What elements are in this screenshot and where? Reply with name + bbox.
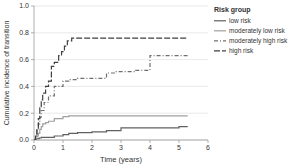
- y-tick-label: 0.8: [19, 29, 29, 36]
- y-tick: [31, 59, 34, 60]
- y-axis: [34, 6, 35, 140]
- y-tick: [31, 113, 34, 114]
- legend-label: low risk: [229, 17, 251, 24]
- legend-swatch: [214, 30, 226, 31]
- x-tick: [63, 140, 64, 143]
- chart: 0.0 0.2 0.4 0.6 0.8 1.0 0 1 2 3 4 5 6 Time (years) Cum…: [0, 0, 300, 168]
- grid-line: [34, 59, 208, 60]
- x-tick: [150, 140, 151, 143]
- y-tick: [31, 32, 34, 33]
- legend: Risk group low risk moderately low risk mod…: [214, 6, 288, 55]
- y-tick: [31, 6, 34, 7]
- legend-label: moderately low risk: [229, 27, 285, 35]
- x-tick: [121, 140, 122, 143]
- legend-title: Risk group: [214, 6, 251, 14]
- x-tick-label: 0: [32, 144, 36, 151]
- legend-label: moderately high risk: [229, 37, 288, 45]
- grid: [34, 6, 208, 140]
- x-axis: [34, 140, 208, 141]
- x-axis-label: Time (years): [100, 155, 142, 164]
- x-tick: [179, 140, 180, 143]
- y-axis-label: Cumulative incidence of transition: [3, 21, 10, 126]
- x-tick: [92, 140, 93, 143]
- x-tick: [34, 140, 35, 143]
- grid-line: [34, 113, 208, 114]
- y-tick-label: 0.0: [19, 136, 29, 143]
- legend-label: high risk: [229, 47, 254, 55]
- grid-line: [34, 86, 208, 87]
- y-tick-label: 0.2: [19, 110, 29, 117]
- x-tick-label: 5: [177, 144, 181, 151]
- legend-swatch: [214, 40, 226, 41]
- y-tick-label: 0.6: [19, 56, 29, 63]
- y-tick-label: 0.4: [19, 83, 29, 90]
- legend-swatch: [214, 20, 226, 21]
- legend-swatch: [214, 50, 226, 51]
- grid-line: [34, 32, 208, 33]
- step-line: [34, 56, 188, 140]
- step-line: [34, 38, 188, 140]
- plot-area: [34, 38, 188, 140]
- grid-line: [34, 6, 208, 7]
- step-line: [34, 116, 188, 140]
- y-tick: [31, 86, 34, 87]
- y-tick-label: 1.0: [19, 2, 29, 9]
- step-line: [34, 127, 188, 140]
- y-tick: [31, 140, 34, 141]
- x-tick-label: 1: [61, 144, 65, 151]
- x-tick-label: 6: [206, 144, 210, 151]
- x-tick: [208, 140, 209, 143]
- x-tick-label: 2: [90, 144, 94, 151]
- x-tick-label: 3: [119, 144, 123, 151]
- grid-line: [34, 140, 208, 141]
- x-tick-label: 4: [148, 144, 152, 151]
